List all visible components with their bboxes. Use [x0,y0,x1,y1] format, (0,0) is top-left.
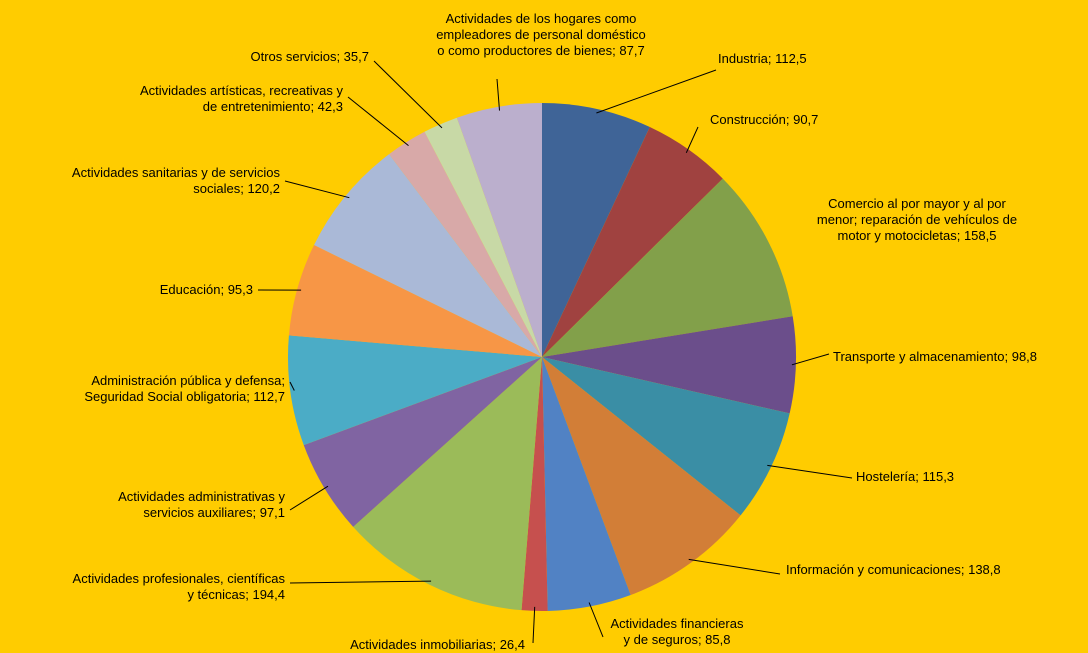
data-label-actividades-inmobiliarias: Actividades inmobiliarias; 26,4 [350,637,525,652]
leader-line-otros-servicios [373,60,443,129]
leader-line-actividades-sanitarias-y-de-servicios-so [284,180,350,199]
pie-slice-actividades-artisticas-recreativas-y-de- [389,131,542,357]
leader-line-construccion [685,126,699,154]
pie-slice-transporte-y-almacenamiento [542,316,797,414]
data-label-informacion-y-comunicaciones: Información y comunicaciones; 138,8 [786,562,1001,577]
leader-line-actividades-financieras-y-de-seguros [588,602,604,638]
pie-slice-actividades-profesionales-cientificas-y- [353,357,542,611]
pie-slice-comercio-al-por-mayor-y-al-por-menor-rep [542,178,793,357]
leader-line-informacion-y-comunicaciones [688,558,781,575]
leader-line-actividades-inmobiliarias [532,606,536,644]
leader-line-administracion-publica-y-defensa-segurid [289,381,295,391]
pie-slice-educacion [288,245,542,357]
leader-line-actividades-administrativas-y-servicios- [289,485,329,511]
leader-line-transporte-y-almacenamiento [791,353,830,366]
leader-line-industria [596,69,717,114]
pie-slice-actividades-financieras-y-de-seguros [542,357,631,611]
label-leader-lines [257,60,853,644]
pie-slice-actividades-sanitarias-y-de-servicios-so [314,154,542,357]
pie-slice-actividades-de-los-hogares-como-empleado [456,103,542,357]
pie-slice-actividades-inmobiliarias [521,357,548,612]
data-label-educacion: Educación; 95,3 [160,282,253,297]
data-label-actividades-artisticas-recreativas-y-de-: Actividades artísticas, recreativas y de … [140,83,344,114]
data-label-hosteleria: Hostelería; 115,3 [856,469,954,484]
leader-line-actividades-artisticas-recreativas-y-de- [347,96,409,146]
data-label-otros-servicios: Otros servicios; 35,7 [251,49,370,64]
data-label-transporte-y-almacenamiento: Transporte y almacenamiento; 98,8 [833,349,1037,364]
pie-slice-administracion-publica-y-defensa-segurid [288,335,542,446]
data-label-actividades-profesionales-cientificas-y-: Actividades profesionales, científicas y … [73,571,286,602]
data-label-construccion: Construcción; 90,7 [710,112,818,127]
leader-line-actividades-de-los-hogares-como-empleado [496,78,500,111]
leader-line-hosteleria [767,464,853,479]
pie-slice-informacion-y-comunicaciones [542,357,741,596]
pie-slice-industria [542,103,650,357]
pie-slice-construccion [542,127,723,358]
data-labels: Industria; 112,5 Construcción; 90,7 Comerc… [72,11,1037,652]
pie-slice-otros-servicios [424,117,542,357]
pie-slice-hosteleria [542,357,790,516]
data-label-industria: Industria; 112,5 [718,51,807,66]
data-label-actividades-financieras-y-de-seguros: Actividades financieras y de seguros; 85,… [611,616,744,647]
data-label-actividades-sanitarias-y-de-servicios-so: Actividades sanitarias y de servicios soc… [72,165,281,196]
data-label-administracion-publica-y-defensa-segurid: Administración pública y defensa; Segurid… [84,373,285,404]
pie-slice-actividades-administrativas-y-servicios- [303,357,542,527]
pie-slices [288,103,797,612]
leader-line-actividades-profesionales-cientificas-y- [289,580,432,584]
data-label-comercio-al-por-mayor-y-al-por-menor-rep: Comercio al por mayor y al por menor; rep… [817,196,1017,243]
data-label-actividades-de-los-hogares-como-empleado: Actividades de los hogares como empleador… [436,11,646,58]
data-label-actividades-administrativas-y-servicios-: Actividades administrativas y servicios a… [118,489,285,520]
